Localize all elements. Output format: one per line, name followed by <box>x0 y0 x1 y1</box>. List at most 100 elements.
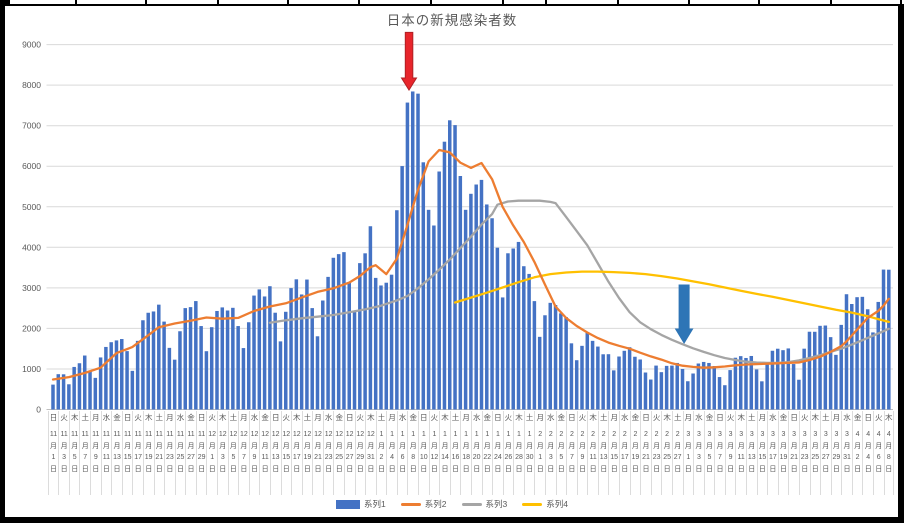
bar-系列1[interactable] <box>72 366 76 410</box>
bar-系列1[interactable] <box>775 348 780 410</box>
bar-系列1[interactable] <box>865 309 870 410</box>
bar-系列1[interactable] <box>590 340 595 410</box>
bar-系列1[interactable] <box>834 354 838 410</box>
bar-系列1[interactable] <box>246 322 251 410</box>
bar-系列1[interactable] <box>754 369 759 410</box>
bar-系列1[interactable] <box>321 300 325 410</box>
bar-系列1[interactable] <box>606 354 611 410</box>
bar-系列1[interactable] <box>601 354 605 410</box>
bar-系列1[interactable] <box>527 273 531 410</box>
bar-系列1[interactable] <box>215 310 219 410</box>
bar-系列1[interactable] <box>426 209 431 410</box>
bar-系列1[interactable] <box>347 282 351 410</box>
bar-系列1[interactable] <box>231 307 235 410</box>
bar-系列1[interactable] <box>596 346 600 410</box>
bar-系列1[interactable] <box>675 362 679 410</box>
bar-系列1[interactable] <box>389 274 394 410</box>
bar-系列1[interactable] <box>738 356 743 410</box>
bar-系列1[interactable] <box>543 315 547 410</box>
bar-系列1[interactable] <box>506 253 510 410</box>
bar-系列1[interactable] <box>585 332 590 410</box>
bar-系列1[interactable] <box>284 311 288 410</box>
bar-系列1[interactable] <box>315 336 320 410</box>
bar-系列1[interactable] <box>485 204 489 410</box>
bar-系列1[interactable] <box>135 340 140 410</box>
bar-系列1[interactable] <box>887 269 891 410</box>
bar-系列1[interactable] <box>368 226 373 410</box>
bar-系列1[interactable] <box>342 252 346 410</box>
bar-系列1[interactable] <box>839 324 843 410</box>
bar-系列1[interactable] <box>828 337 833 410</box>
line-系列4[interactable] <box>453 270 890 324</box>
bar-系列1[interactable] <box>310 308 314 410</box>
blue-arrow-annotation[interactable] <box>674 284 694 344</box>
bar-系列1[interactable] <box>358 263 362 410</box>
bar-系列1[interactable] <box>765 363 769 410</box>
bar-系列1[interactable] <box>109 342 113 410</box>
legend-item-1[interactable]: 系列1 <box>336 498 386 510</box>
bar-系列1[interactable] <box>617 356 621 410</box>
bar-系列1[interactable] <box>643 372 648 410</box>
bar-系列1[interactable] <box>146 312 150 410</box>
legend-item-3[interactable]: 系列3 <box>461 498 507 510</box>
bar-系列1[interactable] <box>56 374 61 410</box>
bar-系列1[interactable] <box>432 225 436 410</box>
bar-系列1[interactable] <box>659 372 664 410</box>
bar-系列1[interactable] <box>77 363 82 410</box>
bar-系列1[interactable] <box>305 279 309 410</box>
red-arrow-annotation[interactable] <box>400 31 418 91</box>
bar-系列1[interactable] <box>410 91 415 410</box>
bar-系列1[interactable] <box>88 370 92 410</box>
bar-系列1[interactable] <box>707 362 711 410</box>
bar-系列1[interactable] <box>384 282 389 410</box>
bar-系列1[interactable] <box>569 343 574 410</box>
bar-系列1[interactable] <box>691 373 695 410</box>
bar-系列1[interactable] <box>649 379 653 410</box>
bar-系列1[interactable] <box>537 336 542 410</box>
bar-系列1[interactable] <box>225 310 230 410</box>
bar-系列1[interactable] <box>490 218 494 410</box>
bar-系列1[interactable] <box>548 302 553 410</box>
bar-系列1[interactable] <box>373 277 378 410</box>
bar-系列1[interactable] <box>294 279 299 410</box>
bar-系列1[interactable] <box>67 384 71 410</box>
bar-系列1[interactable] <box>336 254 341 410</box>
bar-系列1[interactable] <box>448 120 452 410</box>
bar-系列1[interactable] <box>209 327 214 410</box>
bar-系列1[interactable] <box>61 374 66 410</box>
bar-系列1[interactable] <box>823 325 828 410</box>
bar-系列1[interactable] <box>469 193 473 410</box>
bar-系列1[interactable] <box>98 357 103 410</box>
bar-系列1[interactable] <box>522 266 526 410</box>
bar-系列1[interactable] <box>564 317 568 410</box>
bar-系列1[interactable] <box>151 311 156 410</box>
bar-系列1[interactable] <box>463 209 468 410</box>
bar-系列1[interactable] <box>51 384 55 410</box>
bar-系列1[interactable] <box>130 370 135 410</box>
bar-系列1[interactable] <box>278 341 283 410</box>
bar-系列1[interactable] <box>871 332 875 410</box>
bar-系列1[interactable] <box>241 348 246 410</box>
bar-系列1[interactable] <box>395 210 399 410</box>
bar-系列1[interactable] <box>93 377 98 410</box>
bar-系列1[interactable] <box>299 294 304 410</box>
bar-系列1[interactable] <box>532 301 537 410</box>
bar-系列1[interactable] <box>167 347 172 410</box>
bar-系列1[interactable] <box>701 361 706 410</box>
bar-系列1[interactable] <box>876 301 880 410</box>
bar-系列1[interactable] <box>670 365 674 410</box>
bar-系列1[interactable] <box>786 348 791 410</box>
bar-系列1[interactable] <box>622 350 627 410</box>
bar-系列1[interactable] <box>204 351 209 410</box>
bar-系列1[interactable] <box>696 363 701 410</box>
bar-系列1[interactable] <box>262 296 267 410</box>
bar-系列1[interactable] <box>405 102 410 410</box>
bar-系列1[interactable] <box>686 381 690 410</box>
bar-系列1[interactable] <box>516 241 521 410</box>
bar-系列1[interactable] <box>633 356 637 410</box>
bar-系列1[interactable] <box>114 340 119 410</box>
bar-系列1[interactable] <box>178 331 182 410</box>
bar-系列1[interactable] <box>442 141 447 410</box>
bar-系列1[interactable] <box>627 347 632 410</box>
bar-系列1[interactable] <box>818 325 822 410</box>
